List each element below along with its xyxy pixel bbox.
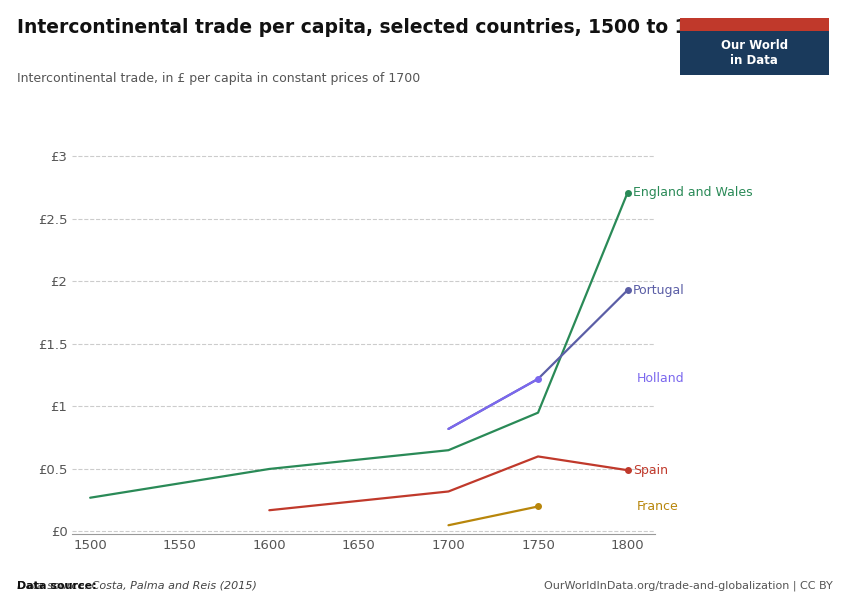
Text: England and Wales: England and Wales (633, 186, 752, 199)
Text: France: France (637, 500, 678, 513)
Text: Spain: Spain (633, 464, 668, 477)
Text: Holland: Holland (637, 373, 684, 385)
Text: Intercontinental trade per capita, selected countries, 1500 to 1800: Intercontinental trade per capita, selec… (17, 18, 727, 37)
Text: Data source: Costa, Palma and Reis (2015): Data source: Costa, Palma and Reis (2015… (17, 581, 257, 591)
Text: Our World
in Data: Our World in Data (721, 39, 788, 67)
Text: Data source:: Data source: (17, 581, 97, 591)
Text: OurWorldInData.org/trade-and-globalization | CC BY: OurWorldInData.org/trade-and-globalizati… (544, 581, 833, 591)
Text: Intercontinental trade, in £ per capita in constant prices of 1700: Intercontinental trade, in £ per capita … (17, 72, 420, 85)
Text: Portugal: Portugal (633, 284, 685, 296)
